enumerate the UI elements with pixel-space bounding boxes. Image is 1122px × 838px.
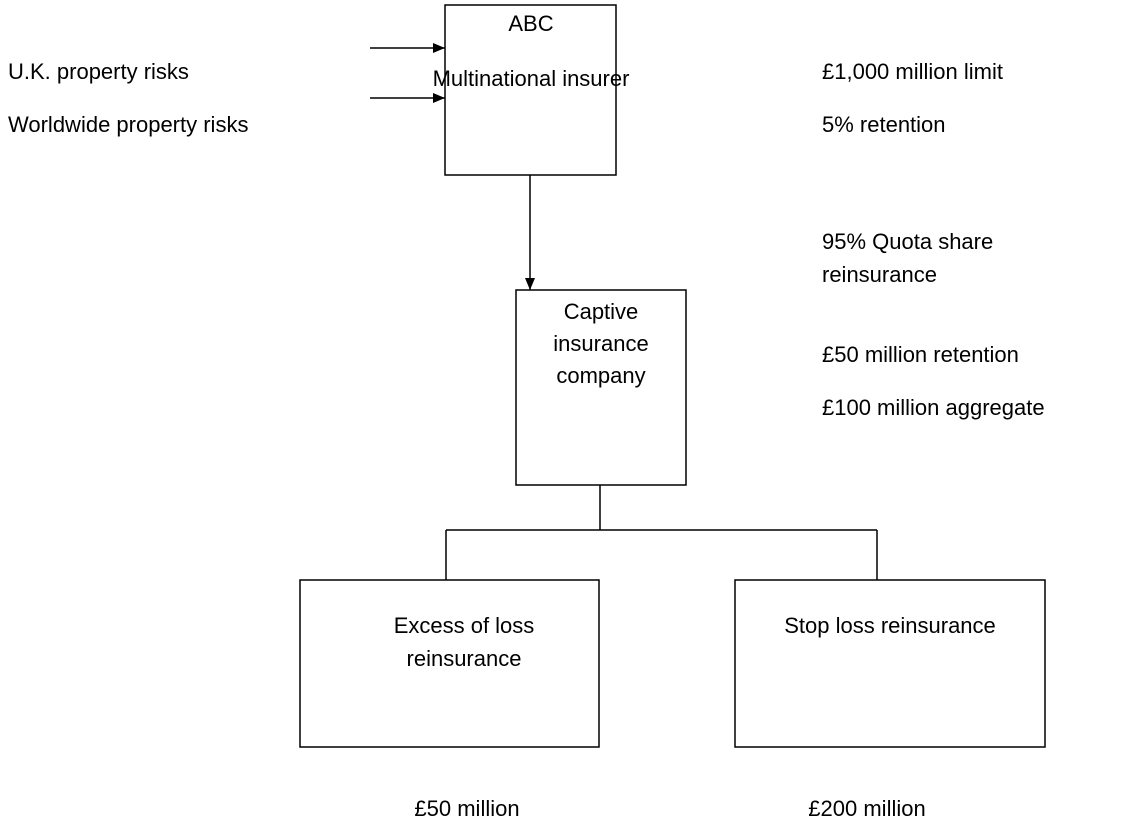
node-label: ABC: [508, 11, 553, 36]
input-label: U.K. property risks: [8, 59, 189, 84]
captive-box: [515, 289, 687, 486]
connector: [445, 485, 878, 580]
annotation: £200 million: [808, 796, 925, 821]
annotation: £50 million retention: [822, 342, 1019, 367]
annotation: reinsurance: [822, 262, 937, 287]
stop-loss-box: [734, 579, 1046, 748]
annotation: £100 million aggregate: [822, 395, 1045, 420]
node-label: Multinational insurer: [433, 66, 630, 91]
excess-box: [299, 579, 600, 748]
node-label: Captive: [564, 299, 639, 324]
node-label: reinsurance: [407, 646, 522, 671]
annotation: 95% Quota share: [822, 229, 993, 254]
node-label: insurance: [553, 331, 648, 356]
annotation: £50 million: [414, 796, 519, 821]
annotation: 5% retention: [822, 112, 946, 137]
node-label: Excess of loss: [394, 613, 535, 638]
annotation: £1,000 million limit: [822, 59, 1003, 84]
node-label: Stop loss reinsurance: [784, 613, 996, 638]
input-label: Worldwide property risks: [8, 112, 248, 137]
insurer-box: [444, 4, 617, 176]
node-label: company: [556, 363, 645, 388]
